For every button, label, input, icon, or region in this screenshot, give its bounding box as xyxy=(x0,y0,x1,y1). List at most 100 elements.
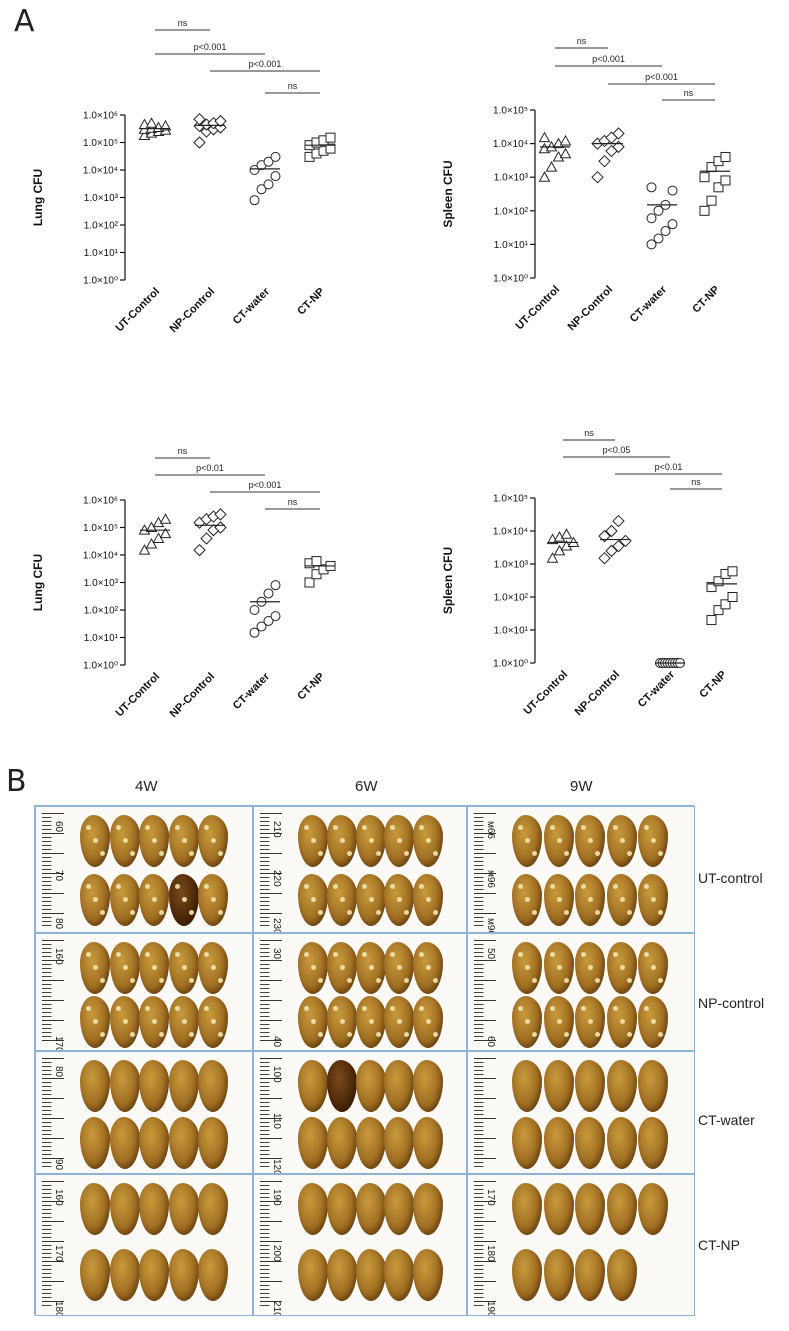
ruler-number: 210 xyxy=(271,821,282,838)
lung-lobe-image xyxy=(298,815,328,867)
data-point xyxy=(249,195,260,206)
ruler-major-ticks xyxy=(260,1181,282,1309)
data-point xyxy=(559,147,572,159)
lung-lobe-image xyxy=(326,1060,357,1112)
lung-lobe-image xyxy=(413,873,444,926)
data-point xyxy=(145,538,158,549)
lung-lobe-image xyxy=(355,1060,386,1112)
spleen-cfu-chart-top: 1.0×10⁰ 1.0×10¹ 1.0×10² 1.0×10³ 1.0×10⁴ 1.0×1… xyxy=(441,36,731,333)
y-tick-label: 1.0×10⁶ xyxy=(83,111,118,122)
y-tick-label: 1.0×10² xyxy=(494,206,529,217)
lung-lobe-image xyxy=(575,942,606,994)
lung-lobe-image xyxy=(80,873,110,926)
y-tick-label: 1.0×10³ xyxy=(494,173,529,184)
ruler-number: 90 xyxy=(53,1159,64,1171)
lung-lobe-image xyxy=(543,815,574,867)
data-point xyxy=(325,132,336,143)
data-point xyxy=(646,239,657,250)
ruler-number: 30 xyxy=(271,948,282,960)
data-point xyxy=(193,136,206,149)
lung-lobe-image xyxy=(168,1183,199,1235)
x-category-label: NP-Control xyxy=(573,669,623,719)
data-point xyxy=(200,532,213,545)
lung-lobe-image xyxy=(109,815,140,867)
y-tick-label: 1.0×10⁵ xyxy=(83,138,118,149)
y-axis-label: Spleen CFU xyxy=(441,547,455,614)
significance-label: p<0.001 xyxy=(249,59,282,69)
lung-lobe-image xyxy=(355,873,386,926)
data-point xyxy=(270,171,281,182)
data-point xyxy=(263,156,274,167)
lung-lobe-image xyxy=(606,1116,637,1169)
data-point xyxy=(311,556,322,567)
lung-lobe-image xyxy=(355,1249,386,1301)
lung-lobe-image xyxy=(575,996,606,1048)
row-label-np-control: NP-control xyxy=(698,995,765,1011)
lung-lobe-image xyxy=(606,815,637,867)
data-point xyxy=(214,508,227,521)
x-category-label: CT-NP xyxy=(295,286,327,318)
lung-lobe-image xyxy=(575,815,606,867)
lung-photo-cell: 100 110 120 xyxy=(253,1051,467,1174)
data-point xyxy=(249,605,260,615)
data-point xyxy=(159,527,172,539)
lung-lobe-image xyxy=(80,1183,110,1235)
lung-photo-cell: 80 90 xyxy=(35,1051,253,1174)
data-point xyxy=(598,154,611,168)
x-category-label: UT-Control xyxy=(113,286,162,335)
y-tick-label: 1.0×10¹ xyxy=(494,240,529,251)
lung-photo-cell: 170 180 190 xyxy=(467,1174,695,1316)
y-tick-label: 1.0×10⁵ xyxy=(83,523,118,534)
significance-label: p<0.001 xyxy=(645,72,678,82)
lung-lobe-image xyxy=(512,942,542,994)
x-category-label: CT-NP xyxy=(295,671,327,703)
x-category-label: CT-NP xyxy=(690,284,722,316)
column-header-4w: 4W xyxy=(135,778,158,795)
x-category-label: NP-Control xyxy=(168,286,218,336)
lung-lobe-image xyxy=(543,873,574,926)
data-point xyxy=(249,627,260,638)
ruler-number: 110 xyxy=(271,1112,282,1129)
lung-lobe-image xyxy=(198,996,229,1048)
row-label-ut-control: UT-control xyxy=(698,870,763,886)
data-point xyxy=(720,175,731,186)
data-point xyxy=(193,543,206,557)
y-tick-label: 1.0×10⁴ xyxy=(493,527,528,538)
x-category-label: CT-NP xyxy=(697,669,729,701)
x-category-label: NP-Control xyxy=(168,671,218,721)
significance-label: ns xyxy=(691,477,701,487)
lung-lobe-image xyxy=(413,996,444,1048)
ruler-number: 160 xyxy=(53,1189,64,1206)
lung-lobe-image xyxy=(512,996,542,1048)
lung-lobe-image xyxy=(326,1249,357,1301)
significance-label: p<0.001 xyxy=(592,54,625,64)
lung-lobe-image xyxy=(198,1183,229,1235)
lung-lobe-image xyxy=(139,942,170,994)
data-point xyxy=(706,615,717,626)
lung-lobe-image xyxy=(413,1249,444,1301)
significance-label: p<0.05 xyxy=(603,445,631,455)
data-point xyxy=(159,513,172,524)
lung-lobe-image xyxy=(638,996,669,1048)
lung-lobe-image xyxy=(326,1116,357,1169)
data-point xyxy=(249,165,260,175)
lung-lobe-image xyxy=(606,1060,637,1112)
lung-photo-cell: 50 60 xyxy=(467,933,695,1051)
lung-lobe-image xyxy=(298,996,328,1048)
ruler-major-ticks xyxy=(474,940,496,1044)
row-label-ct-water: CT-water xyxy=(698,1112,755,1128)
lung-lobe-image xyxy=(198,942,229,994)
lung-lobe-image xyxy=(512,1249,542,1301)
lung-lobe-image xyxy=(80,942,110,994)
data-point xyxy=(325,143,336,154)
lung-lobe-image xyxy=(638,1183,669,1235)
lung-lobe-image xyxy=(606,996,637,1048)
lung-photo-grid: 60 70 80 210 220 230 ᴍ66 ᴍ96 ᴍ96 160 170 30 40 50 60 80… xyxy=(34,805,695,1316)
data-point xyxy=(646,213,657,224)
lung-lobe-image xyxy=(512,1060,542,1112)
y-tick-label: 1.0×10⁶ xyxy=(83,496,118,507)
lung-lobe-image xyxy=(384,815,415,867)
ruler-number: 160 xyxy=(53,948,64,965)
lung-lobe-image xyxy=(198,815,229,867)
lung-lobe-image xyxy=(80,1249,110,1301)
